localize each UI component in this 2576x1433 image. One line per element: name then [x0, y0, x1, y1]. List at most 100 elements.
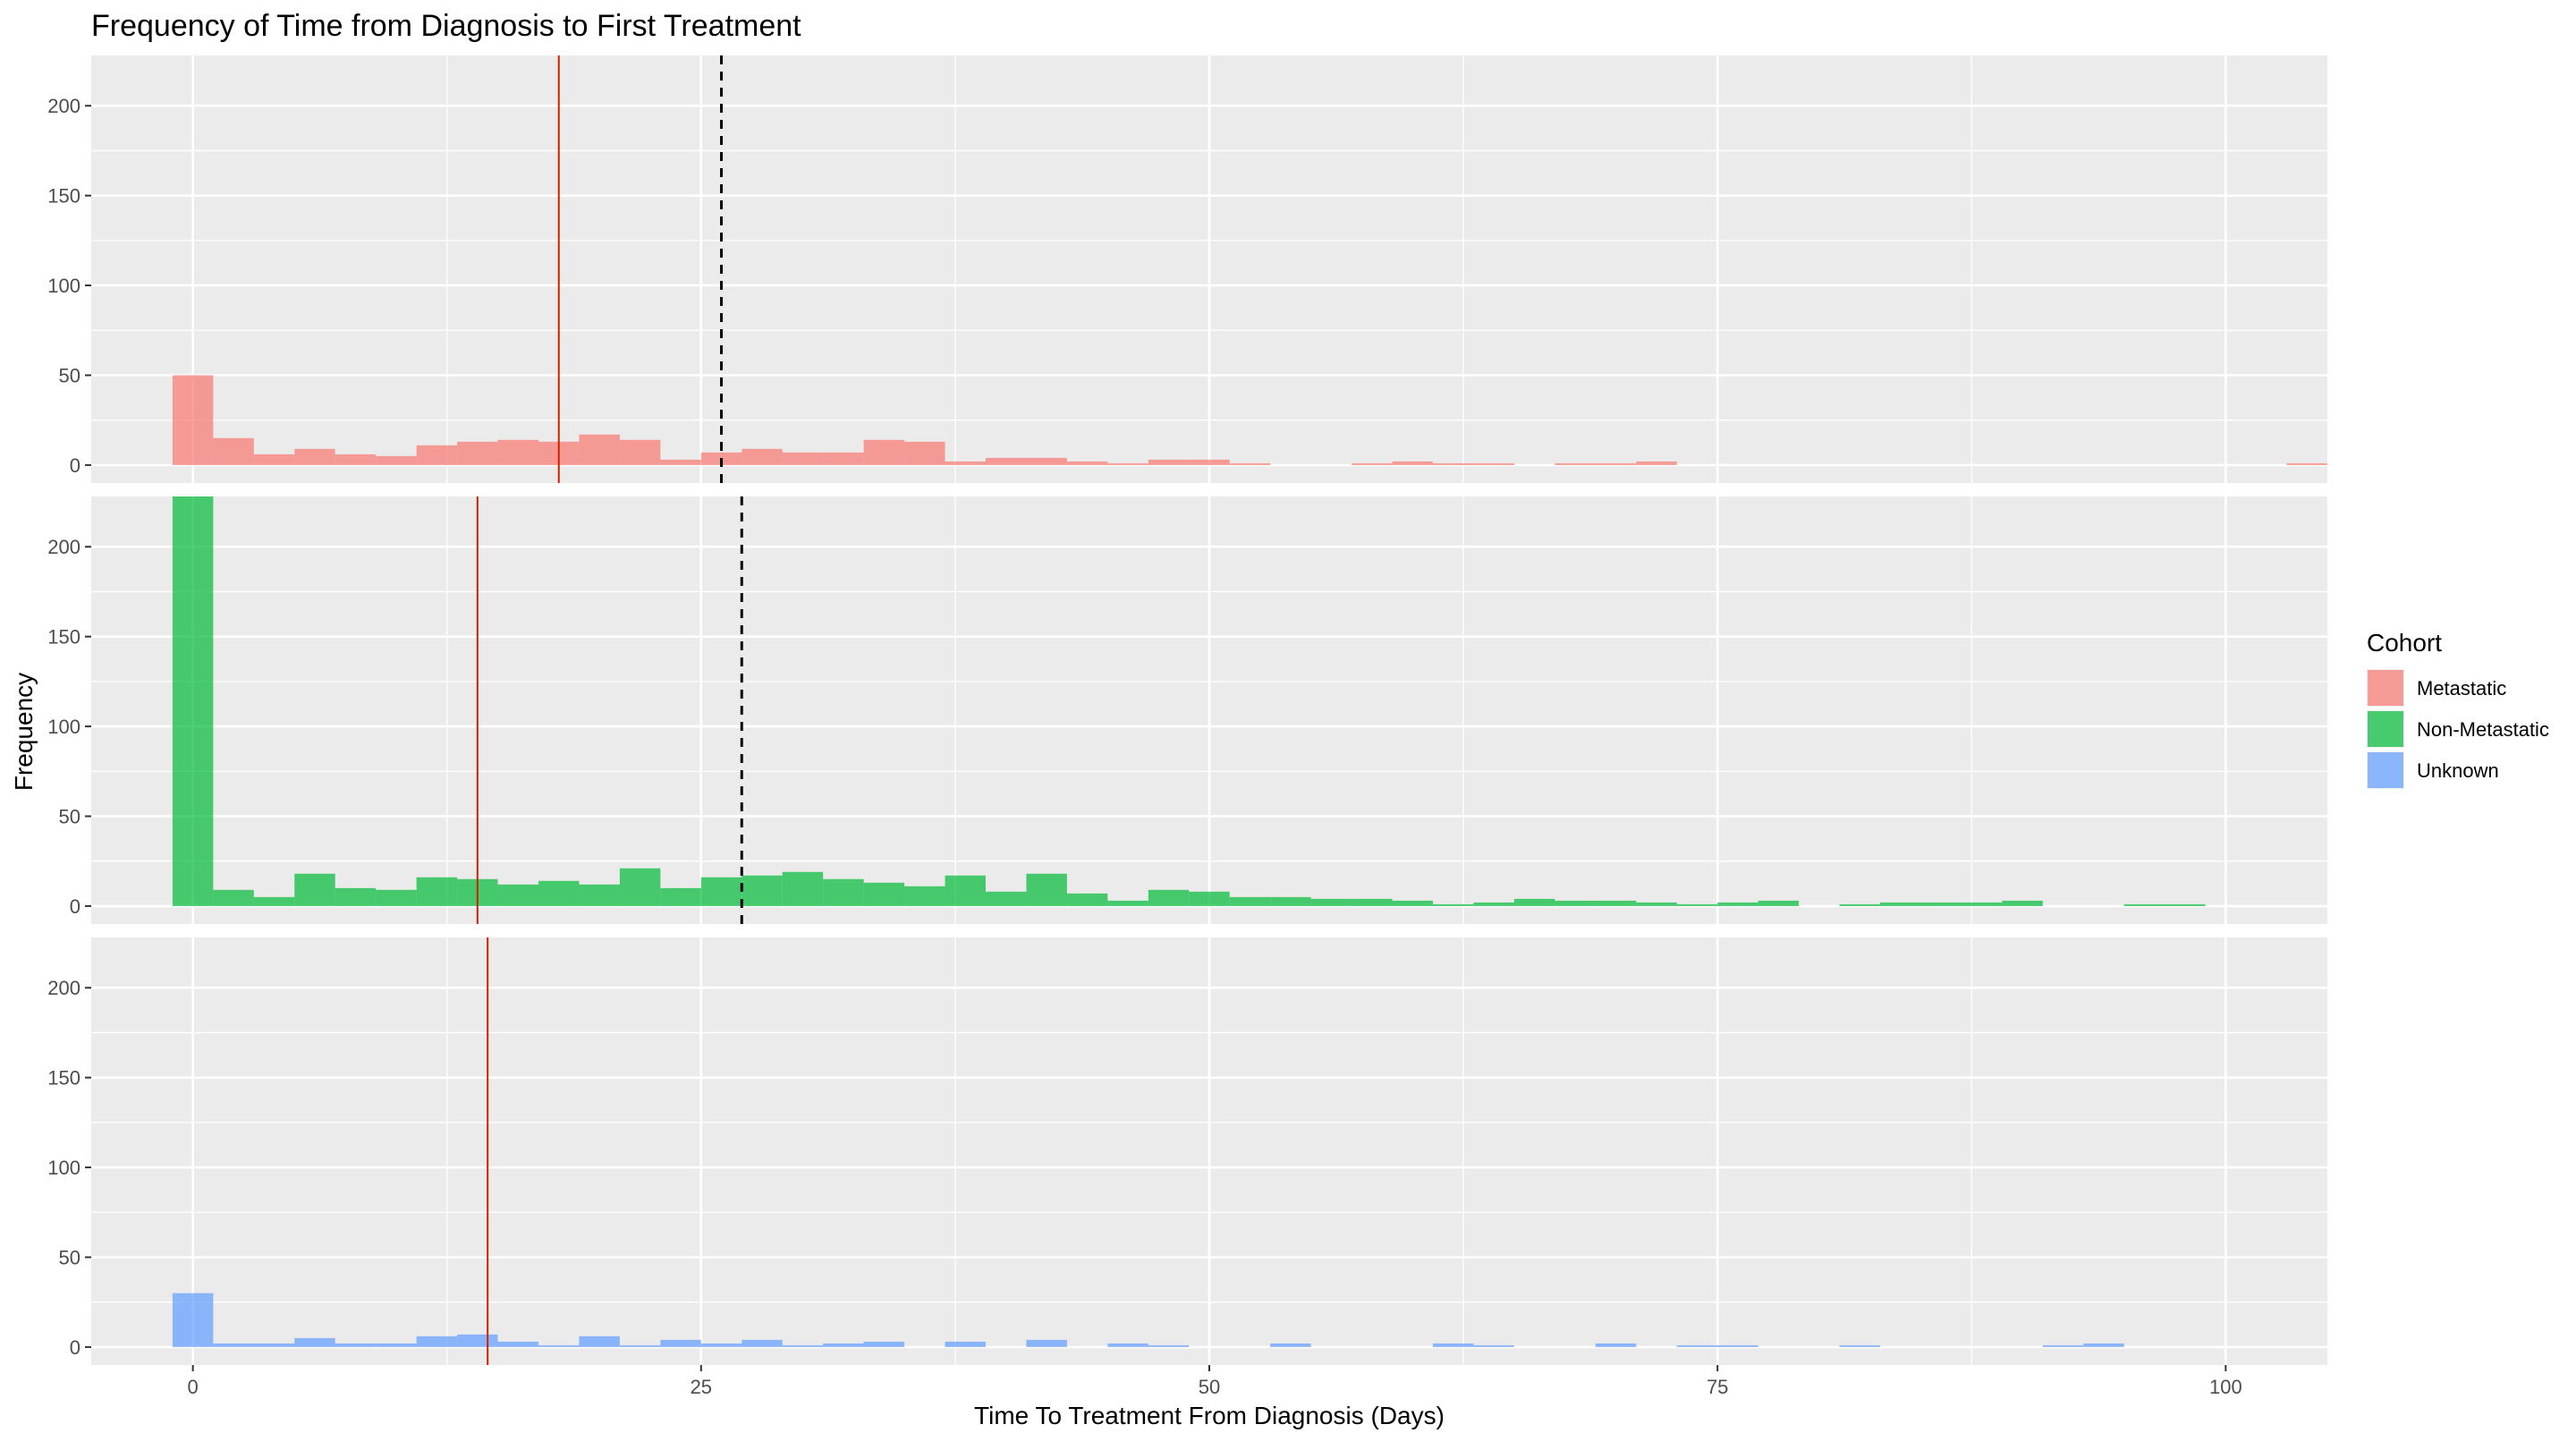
bar: [376, 455, 417, 465]
bar: [741, 448, 783, 465]
legend-key: [2368, 711, 2403, 747]
bar: [457, 441, 498, 465]
bar: [253, 454, 295, 465]
y-tick-label: 0: [70, 454, 80, 477]
bar: [1920, 902, 1962, 906]
bar: [538, 880, 580, 906]
x-tick-label: 25: [691, 1376, 712, 1398]
panel-non-metastatic: 0 50 100 150 200: [47, 496, 2327, 924]
bar: [945, 1341, 986, 1347]
bar: [1066, 893, 1108, 906]
bar: [579, 1335, 620, 1347]
bar: [1107, 1343, 1148, 1347]
bar: [1595, 1343, 1637, 1347]
bar: [1310, 898, 1352, 906]
chart-title: Frequency of Time from Diagnosis to Firs…: [91, 9, 801, 43]
bar: [335, 887, 377, 906]
bar: [1392, 461, 1433, 465]
bar: [579, 884, 620, 906]
bar: [172, 1293, 214, 1347]
bar: [904, 886, 945, 906]
bar: [1107, 900, 1148, 906]
bar: [1717, 902, 1758, 906]
y-tick-label: 150: [47, 1067, 80, 1090]
bar: [619, 1344, 661, 1347]
bar: [294, 1337, 335, 1347]
bar: [782, 871, 824, 906]
bar: [2165, 903, 2206, 906]
legend-key: [2368, 670, 2403, 706]
bar: [376, 889, 417, 906]
bar: [904, 441, 945, 465]
bar: [1636, 461, 1677, 465]
bar: [253, 1343, 295, 1347]
bar: [1352, 898, 1393, 906]
legend-label: Non-Metastatic: [2417, 718, 2549, 741]
legend-title: Cohort: [2367, 629, 2442, 657]
bar: [497, 439, 538, 465]
bars-metastatic: [172, 375, 2327, 465]
bar: [1066, 461, 1108, 465]
bar: [1026, 457, 1067, 465]
bar: [660, 459, 701, 465]
bar: [2123, 903, 2165, 906]
bar: [294, 448, 335, 465]
x-tick-label: 0: [188, 1376, 199, 1398]
bar: [1433, 462, 1474, 465]
bar: [457, 1334, 498, 1347]
bar: [294, 873, 335, 906]
bar: [1839, 1344, 1880, 1347]
bar: [1148, 459, 1190, 465]
bar: [1758, 900, 1800, 906]
legend: Cohort Metastatic Non-Metastatic Unknown: [2367, 629, 2549, 789]
bar: [782, 452, 824, 465]
bar: [1148, 889, 1190, 906]
bar: [782, 1344, 824, 1347]
y-tick-label: 200: [47, 977, 80, 999]
bar: [660, 887, 701, 906]
y-tick-label: 50: [59, 1246, 80, 1268]
bar: [376, 1343, 417, 1347]
bar: [863, 882, 905, 906]
y-tick-label: 0: [70, 895, 80, 918]
bar: [416, 877, 458, 906]
legend-entry: Non-Metastatic: [2367, 710, 2549, 748]
bar: [213, 437, 254, 465]
bar: [1676, 1344, 1718, 1347]
bar: [1433, 1343, 1474, 1347]
bar: [1229, 462, 1271, 465]
legend-label: Unknown: [2417, 759, 2499, 782]
bar: [741, 875, 783, 906]
bar: [1189, 891, 1230, 906]
bar: [416, 1335, 458, 1347]
bar: [538, 1344, 580, 1347]
bar: [1473, 462, 1514, 465]
legend-entry: Unknown: [2367, 751, 2499, 789]
bar: [1433, 903, 1474, 906]
bar: [2002, 900, 2043, 906]
bar: [863, 439, 905, 465]
bar: [497, 884, 538, 906]
bar: [700, 1343, 742, 1347]
x-axis-title: Time To Treatment From Diagnosis (Days): [974, 1402, 1445, 1429]
bar: [172, 375, 214, 465]
panel-unknown: 0 50 100 150 200: [47, 937, 2327, 1365]
bar: [619, 439, 661, 465]
bar: [619, 868, 661, 906]
y-tick-label: 100: [47, 1157, 80, 1179]
bar: [986, 457, 1027, 465]
bar: [416, 445, 458, 465]
y-tick-label: 200: [47, 95, 80, 117]
bar: [741, 1339, 783, 1347]
bar: [1148, 1344, 1190, 1347]
bar: [700, 877, 742, 906]
bar: [1555, 900, 1596, 906]
bar: [863, 1341, 905, 1347]
y-tick-label: 150: [47, 626, 80, 649]
bar: [1595, 462, 1637, 465]
bars-unknown: [172, 1293, 2124, 1347]
bar: [660, 1339, 701, 1347]
x-tick-label: 50: [1199, 1376, 1220, 1398]
bar: [1513, 898, 1555, 906]
